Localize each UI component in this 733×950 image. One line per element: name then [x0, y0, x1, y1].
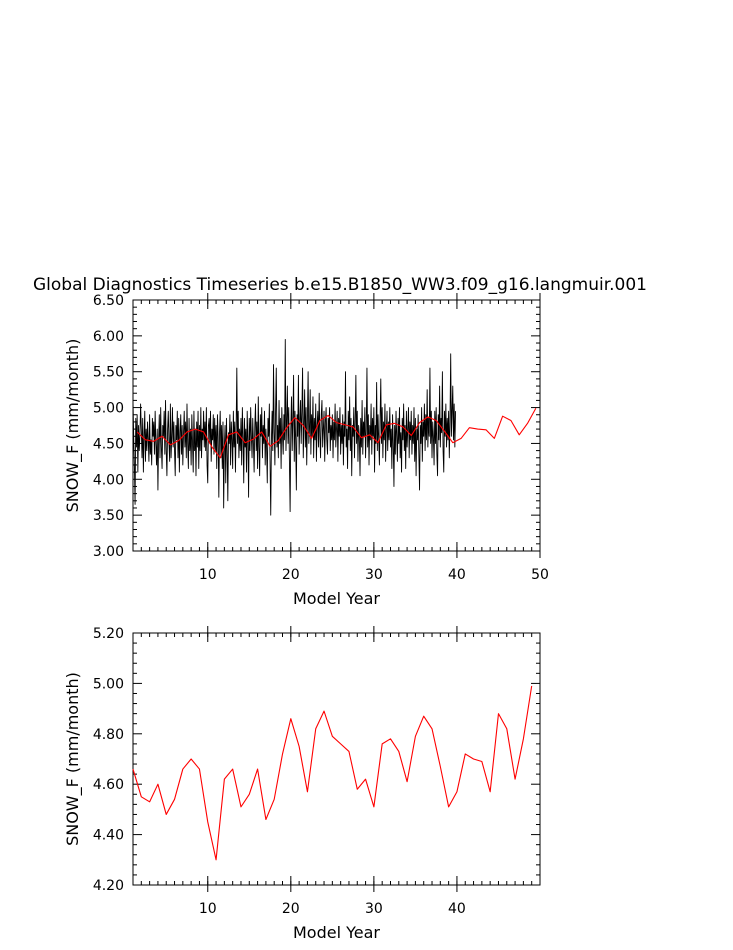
y-tick-label: 3.50 [93, 508, 124, 524]
x-tick-label: 40 [448, 901, 466, 917]
y-axis-label: SNOW_F (mm/month) [63, 672, 83, 846]
y-tick-label: 4.50 [93, 436, 124, 452]
x-axis-label: Model Year [293, 923, 380, 942]
x-axis-label: Model Year [293, 589, 380, 608]
y-tick-label: 5.20 [93, 626, 124, 642]
y-tick-label: 4.20 [93, 878, 124, 894]
y-tick-label: 5.50 [93, 365, 124, 381]
x-tick-label: 20 [282, 567, 300, 583]
x-tick-label: 10 [199, 901, 217, 917]
y-tick-label: 5.00 [93, 401, 124, 417]
monthly-line [132, 338, 456, 516]
x-tick-label: 40 [448, 567, 466, 583]
x-tick-label: 30 [365, 901, 383, 917]
annual-mean-line [136, 408, 537, 459]
chart-title: Global Diagnostics Timeseries b.e15.B185… [33, 275, 647, 295]
y-tick-label: 4.80 [93, 727, 124, 743]
x-tick-label: 20 [282, 901, 300, 917]
bottom-panel: 4.20 4.40 4.60 4.80 5.00 5.20 10 20 30 40 Model Ye… [63, 626, 541, 942]
annual-mean-line [132, 685, 533, 861]
top-panel: 3.00 3.50 4.00 4.50 5.00 5.50 6.00 6.50 10 20 30 40… [63, 293, 549, 608]
plot-frame [132, 632, 541, 886]
y-tick-label: 5.00 [93, 676, 124, 692]
x-tick-label: 50 [531, 567, 549, 583]
y-tick-label: 4.00 [93, 472, 124, 488]
plot-frame [132, 299, 541, 552]
y-axis-label: SNOW_F (mm/month) [63, 339, 83, 513]
y-tick-label: 4.60 [93, 777, 124, 793]
y-tick-label: 6.50 [93, 293, 124, 309]
y-tick-label: 3.00 [93, 544, 124, 560]
x-tick-label: 10 [199, 567, 217, 583]
y-tick-label: 4.40 [93, 828, 124, 844]
y-tick-label: 6.00 [93, 329, 124, 345]
x-tick-label: 30 [365, 567, 383, 583]
